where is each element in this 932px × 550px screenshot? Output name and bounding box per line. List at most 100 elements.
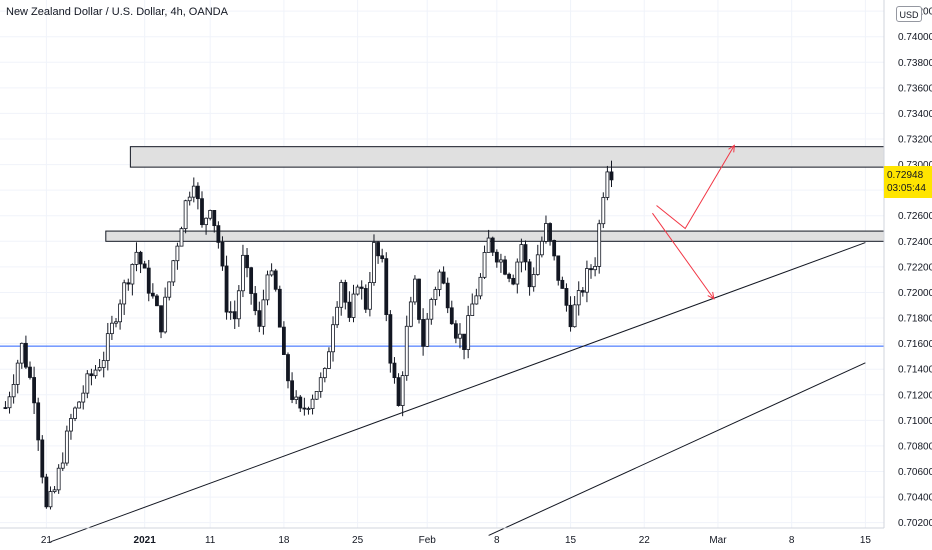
candle xyxy=(175,242,180,270)
candle xyxy=(195,182,200,210)
candle xyxy=(298,395,303,413)
candle xyxy=(359,280,364,300)
candle-body xyxy=(572,304,577,328)
currency-button[interactable]: USD xyxy=(896,6,922,22)
candle xyxy=(453,320,458,344)
time-tick-label: 15 xyxy=(860,535,872,546)
candle xyxy=(28,361,32,380)
candle xyxy=(15,359,20,394)
price-tick-label: 0.73800 xyxy=(898,58,932,69)
candle-body xyxy=(81,392,86,403)
candle-body xyxy=(433,289,438,300)
candle xyxy=(220,236,225,271)
candle-body xyxy=(417,278,421,320)
candle-body xyxy=(236,290,241,320)
candle xyxy=(535,244,540,276)
price-tick-label: 0.73200 xyxy=(898,135,932,146)
candle-body xyxy=(589,268,593,271)
candle xyxy=(310,394,315,415)
candle xyxy=(331,316,335,362)
candle-body xyxy=(204,217,208,226)
candle-body xyxy=(294,396,299,400)
candle-body xyxy=(286,354,290,382)
time-axis[interactable]: 21 2021 11 18 25 Feb 8 15 22 Mar 8 15 xyxy=(0,527,884,546)
candle-body xyxy=(601,197,606,225)
candle-body xyxy=(331,324,335,353)
candle-body xyxy=(130,264,135,285)
price-tick-label: 0.73600 xyxy=(898,83,932,94)
candle-body xyxy=(159,305,163,333)
candle-body xyxy=(413,278,417,303)
candle-body xyxy=(314,391,319,400)
candle-body xyxy=(552,240,557,257)
candle-body xyxy=(363,288,368,310)
candle-body xyxy=(36,402,41,441)
candle-body xyxy=(52,489,57,492)
candle xyxy=(413,275,417,305)
candle xyxy=(494,249,499,268)
candle xyxy=(236,285,241,327)
candle-body xyxy=(474,295,479,305)
candle xyxy=(257,301,262,333)
candle-body xyxy=(89,373,94,377)
candle xyxy=(77,401,82,409)
candle xyxy=(384,252,389,322)
candle xyxy=(306,406,311,415)
resistance-zone xyxy=(129,146,885,168)
candle-body xyxy=(228,311,233,314)
candle-body xyxy=(327,351,331,369)
candle-body xyxy=(224,265,229,313)
candle-body xyxy=(261,299,266,327)
candle xyxy=(216,221,221,249)
candle xyxy=(609,160,614,188)
candle xyxy=(302,397,307,416)
candle xyxy=(601,192,606,229)
candle xyxy=(351,284,356,323)
candle xyxy=(200,191,204,228)
candle-body xyxy=(138,251,143,265)
candle-body xyxy=(241,254,245,292)
candle-body xyxy=(110,322,114,335)
candle-body xyxy=(486,237,491,253)
price-tick-label: 0.72200 xyxy=(898,262,932,273)
candle-body xyxy=(146,267,151,294)
candle xyxy=(421,308,426,356)
candle-body xyxy=(490,237,495,253)
candle-body xyxy=(400,375,405,406)
candle xyxy=(347,291,352,322)
candle xyxy=(367,271,372,317)
candle xyxy=(376,240,380,264)
candle-body xyxy=(576,290,581,306)
candle xyxy=(327,347,331,369)
candle-body xyxy=(404,325,409,377)
candle-body xyxy=(322,368,327,379)
candle-body xyxy=(253,293,258,312)
candle-body xyxy=(281,326,286,355)
candle xyxy=(585,260,589,303)
candle xyxy=(433,286,438,306)
time-tick-label: 21 xyxy=(41,535,53,546)
candle-body xyxy=(539,240,544,256)
candle xyxy=(126,278,131,291)
candle xyxy=(388,310,393,373)
candle xyxy=(445,277,450,314)
candle-body xyxy=(339,282,344,308)
time-tick-label: Mar xyxy=(709,535,727,546)
candle-body xyxy=(310,398,315,409)
candle-body xyxy=(359,286,364,289)
candle-body xyxy=(183,200,188,230)
candle-body xyxy=(544,223,548,242)
candle xyxy=(167,281,172,301)
last-price-value: 0.72948 xyxy=(887,170,924,181)
candle xyxy=(277,285,282,328)
candle xyxy=(474,288,479,305)
candle xyxy=(69,413,73,440)
price-axis[interactable]: 0.742000.740000.738000.736000.734000.732… xyxy=(883,0,932,529)
candle-body xyxy=(609,171,614,181)
candle xyxy=(253,286,258,316)
candle xyxy=(568,296,573,332)
candle-body xyxy=(466,315,471,350)
candle xyxy=(36,397,41,451)
candle xyxy=(290,372,294,404)
